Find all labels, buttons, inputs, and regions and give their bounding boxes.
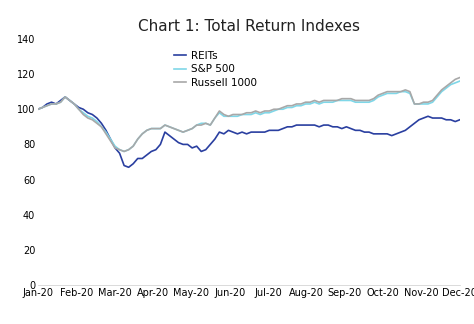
- REITs: [362, 130, 367, 134]
- S&P 500: [121, 149, 127, 153]
- REITs: [153, 148, 159, 152]
- Title: Chart 1: Total Return Indexes: Chart 1: Total Return Indexes: [138, 18, 360, 34]
- Legend: REITs, S&P 500, Russell 1000: REITs, S&P 500, Russell 1000: [170, 47, 261, 92]
- REITs: [208, 143, 213, 146]
- REITs: [35, 107, 41, 111]
- Line: REITs: REITs: [38, 97, 460, 167]
- REITs: [112, 146, 118, 150]
- Russell 1000: [457, 75, 463, 79]
- S&P 500: [108, 137, 113, 141]
- S&P 500: [217, 111, 222, 115]
- Russell 1000: [293, 102, 299, 106]
- Line: Russell 1000: Russell 1000: [38, 77, 460, 151]
- REITs: [62, 95, 68, 99]
- Russell 1000: [108, 139, 113, 143]
- S&P 500: [457, 79, 463, 83]
- S&P 500: [357, 100, 363, 104]
- REITs: [457, 118, 463, 122]
- Russell 1000: [121, 149, 127, 153]
- Russell 1000: [217, 109, 222, 113]
- REITs: [298, 123, 304, 127]
- Line: S&P 500: S&P 500: [38, 81, 460, 151]
- REITs: [221, 132, 227, 136]
- S&P 500: [148, 127, 154, 131]
- REITs: [126, 165, 131, 169]
- Russell 1000: [357, 98, 363, 102]
- Russell 1000: [35, 107, 41, 111]
- Russell 1000: [148, 127, 154, 131]
- S&P 500: [203, 122, 209, 125]
- S&P 500: [293, 104, 299, 108]
- S&P 500: [35, 107, 41, 111]
- Russell 1000: [203, 122, 209, 125]
